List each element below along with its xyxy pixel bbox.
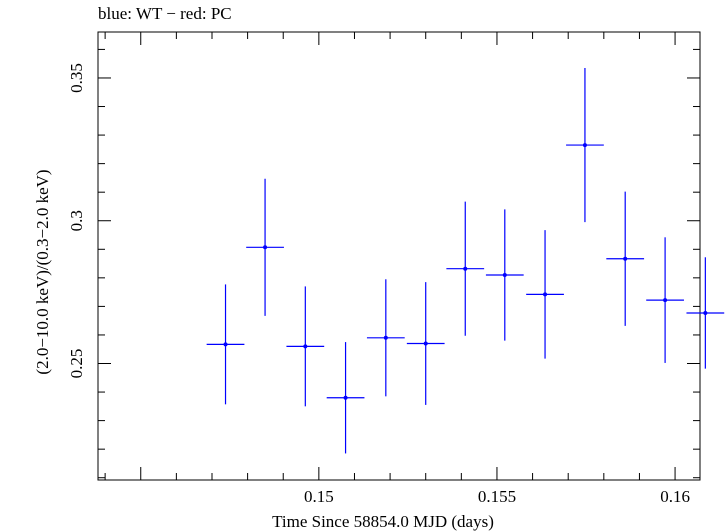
y-tick-label: 0.3	[67, 210, 86, 231]
data-point	[246, 178, 284, 316]
data-point	[366, 279, 405, 397]
data-point	[446, 201, 485, 336]
point-marker	[263, 245, 268, 250]
data-point	[326, 342, 365, 454]
point-marker	[423, 341, 428, 346]
data-point	[686, 257, 725, 369]
point-marker	[383, 335, 388, 340]
point-marker	[343, 395, 348, 400]
data-point	[286, 286, 325, 407]
data-point	[406, 282, 445, 405]
point-marker	[303, 344, 308, 349]
data-point	[566, 67, 604, 223]
data-point	[646, 237, 684, 363]
point-marker	[502, 272, 507, 277]
point-marker	[703, 310, 708, 315]
y-axis-label: (2.0−10.0 keV)/(0.3−2.0 keV)	[33, 169, 52, 374]
tick-labels: 0.15 0.155 0.16 0.25 0.3 0.35	[67, 63, 690, 506]
chart-title: blue: WT − red: PC	[98, 4, 232, 23]
x-axis-label: Time Since 58854.0 MJD (days)	[272, 512, 494, 531]
x-tick-label: 0.155	[478, 487, 516, 506]
y-tick-label: 0.35	[67, 63, 86, 93]
point-marker	[582, 143, 587, 148]
x-tick-label: 0.15	[304, 487, 334, 506]
point-marker	[543, 292, 548, 297]
y-tick-label: 0.25	[67, 349, 86, 379]
point-marker	[223, 342, 228, 347]
plot-frame	[97, 31, 701, 481]
data-point	[526, 230, 564, 359]
point-marker	[623, 256, 628, 261]
data-point	[206, 284, 245, 405]
point-marker	[663, 298, 668, 303]
data-point	[606, 191, 645, 326]
x-tick-label: 0.16	[660, 487, 690, 506]
data-point	[485, 209, 524, 341]
point-marker	[463, 266, 468, 271]
data-points	[206, 67, 725, 454]
axis-ticks	[98, 32, 700, 480]
